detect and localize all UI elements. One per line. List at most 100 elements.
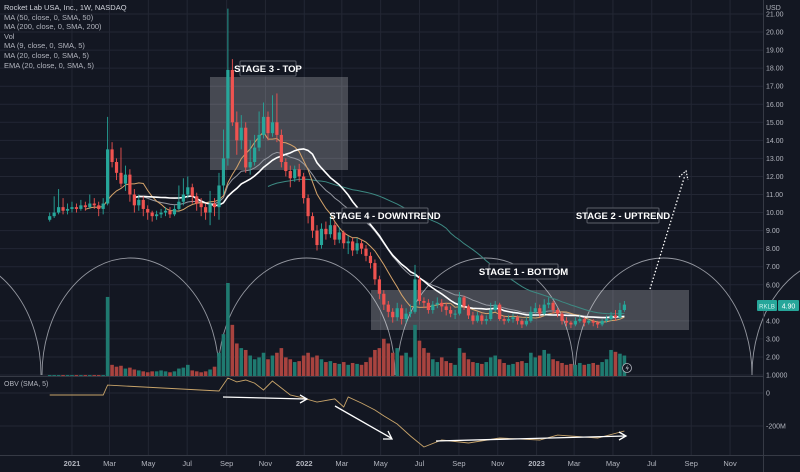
volume-bar: [181, 367, 186, 376]
cycle-arc: [751, 270, 800, 376]
volume-bar: [613, 351, 618, 376]
obv-line: [49, 377, 625, 448]
legend-ma20[interactable]: MA (20, close, 0, SMA, 5): [4, 50, 90, 60]
stage1-zone-box: [371, 290, 689, 330]
candle-body: [128, 174, 132, 195]
volume-bar: [426, 352, 431, 376]
volume-bar: [306, 352, 310, 376]
last-price-tag[interactable]: RKLB 4.90: [757, 300, 799, 311]
volume-bar: [203, 371, 208, 376]
volume-bar: [444, 361, 448, 376]
volume-bar: [324, 362, 328, 376]
candle-body: [587, 320, 591, 323]
volume-bar: [618, 353, 622, 376]
stage3-label[interactable]: STAGE 3 - TOP: [234, 60, 303, 77]
legend-vol[interactable]: Vol: [4, 31, 15, 41]
volume-bar: [221, 334, 226, 376]
obv-trend-arrow-2[interactable]: [334, 405, 394, 440]
volume-bar: [404, 352, 408, 376]
obv-tick-label: 0: [766, 391, 770, 398]
stage1-label[interactable]: STAGE 1 - BOTTOM: [479, 263, 568, 280]
candle-body: [609, 315, 613, 320]
volume-bar: [475, 362, 480, 376]
candle-body: [208, 203, 212, 213]
volume-bar: [515, 362, 520, 376]
price-tick-label: 16.00: [766, 102, 784, 109]
legend[interactable]: Rocket Lab USA, Inc., 1W, NASDAQ MA (50,…: [4, 3, 127, 70]
volume-bar: [230, 324, 235, 376]
volume-bar: [502, 362, 506, 376]
volume-bar: [395, 348, 399, 376]
candle-body: [293, 169, 297, 179]
candle-body: [150, 212, 154, 217]
time-tick-label: Mar: [568, 459, 581, 468]
time-axis[interactable]: 2021 Mar May Jul Sep Nov 2022 Mar May Jul Sep Nov 20…: [64, 459, 737, 468]
candle-body: [417, 279, 422, 301]
volume-bar: [355, 363, 359, 376]
candle-body: [297, 169, 301, 177]
candle-body: [310, 216, 315, 231]
candle-body: [618, 310, 622, 318]
lightning-icon[interactable]: [622, 363, 632, 373]
volume-bar: [546, 353, 551, 376]
candle-body: [596, 322, 600, 325]
volume-bar: [150, 371, 154, 376]
stage2-text: STAGE 2 - UPTREND: [576, 211, 670, 222]
volume-bar: [101, 375, 105, 376]
volume-bar: [114, 366, 119, 376]
legend-ema20[interactable]: EMA (20, close, 0, SMA, 5): [4, 60, 95, 70]
candle-body: [195, 196, 199, 204]
candle-body: [364, 248, 368, 256]
candle-body: [306, 198, 310, 217]
candle-body: [391, 311, 395, 318]
legend-ma9[interactable]: MA (9, close, 0, SMA, 5): [4, 41, 85, 51]
stage2-label[interactable]: STAGE 2 - UPTREND: [576, 207, 670, 224]
candle-body: [221, 158, 226, 186]
candle-body: [359, 243, 364, 249]
volume-bar: [141, 371, 146, 376]
candle-body: [506, 319, 511, 321]
volume-bar: [439, 357, 444, 376]
candle-body: [315, 230, 319, 246]
candle-body: [471, 315, 475, 321]
legend-ma200[interactable]: MA (200, close, 0, SMA, 200): [4, 22, 102, 32]
candle-body: [573, 320, 577, 325]
obv-trend-arrow-3[interactable]: [435, 431, 628, 442]
volume-bar: [301, 355, 306, 376]
volume-bar: [377, 348, 382, 376]
volume-bar: [239, 348, 244, 376]
volume-bar: [212, 366, 217, 376]
volume-bar: [261, 352, 266, 376]
candle-body: [159, 212, 163, 215]
candle-body: [529, 311, 533, 321]
candle-body: [351, 241, 355, 251]
volume-bar: [600, 362, 604, 376]
obv-trend-arrow-1[interactable]: [222, 394, 309, 404]
time-tick-label: Jul: [415, 459, 425, 468]
candle-body: [199, 203, 203, 208]
volume-bar: [61, 375, 65, 376]
price-axis[interactable]: 21.00 20.00 19.00 18.00 17.00 16.00 15.00 14.00…: [766, 12, 788, 431]
candle-body: [413, 279, 417, 312]
volume-bar: [119, 365, 123, 376]
candle-body: [141, 199, 145, 209]
candle-body: [435, 302, 439, 305]
cycle-arc: [41, 257, 220, 376]
volume-bar: [564, 364, 569, 376]
candle-body: [70, 207, 74, 209]
volume-bar: [497, 359, 502, 376]
volume-bar: [235, 343, 239, 376]
volume-bar: [399, 355, 404, 376]
legend-ma50[interactable]: MA (50, close, 0, SMA, 50): [4, 12, 94, 22]
uptrend-projection-arrow[interactable]: [649, 169, 689, 290]
volume-bar: [555, 361, 560, 376]
stage4-label[interactable]: STAGE 4 - DOWNTREND: [329, 207, 441, 224]
obv-tick-label: -200M: [766, 424, 786, 431]
candle-body: [462, 297, 466, 307]
candle-body: [582, 319, 586, 323]
candle-body: [61, 207, 65, 211]
candle-body: [123, 174, 128, 184]
obv-legend[interactable]: OBV (SMA, 5): [4, 381, 49, 388]
volume-bar: [252, 359, 257, 376]
